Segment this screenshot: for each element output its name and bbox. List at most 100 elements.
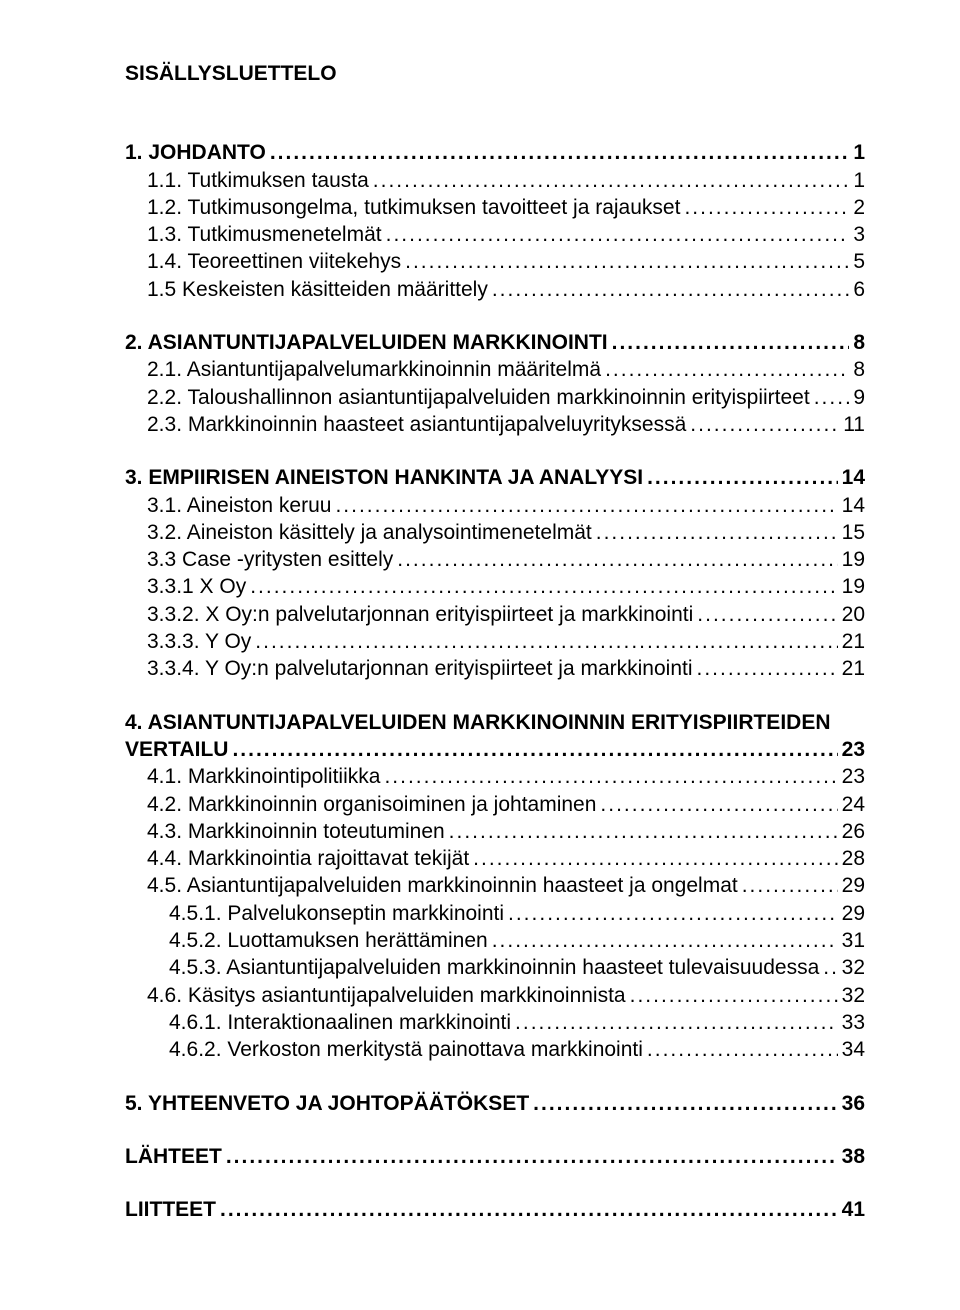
toc-page-number: 14 [842, 464, 865, 491]
toc-section-header: 5. YHTEENVETO JA JOHTOPÄÄTÖKSET.........… [125, 1090, 865, 1117]
toc-leader-dots: ........................................… [449, 818, 838, 845]
toc-label: 4.2. Markkinoinnin organisoiminen ja joh… [147, 791, 596, 818]
toc-label: 4.4. Markkinointia rajoittavat tekijät [147, 845, 469, 872]
toc-entry: 1.1. Tutkimuksen tausta.................… [125, 167, 865, 194]
toc-page-number: 6 [853, 276, 865, 303]
toc-label: 2. ASIANTUNTIJAPALVELUIDEN MARKKINOINTI [125, 329, 608, 356]
toc-page-number: 28 [842, 845, 865, 872]
toc-entry: 4.4. Markkinointia rajoittavat tekijät..… [125, 845, 865, 872]
toc-leader-dots: ........................................… [823, 954, 837, 981]
toc-leader-dots: ........................................… [473, 845, 837, 872]
toc-entry: 4.6.1. Interaktionaalinen markkinointi..… [125, 1009, 865, 1036]
toc-entry: 2.2. Taloushallinnon asiantuntijapalvelu… [125, 384, 865, 411]
toc-leader-dots: ........................................… [255, 628, 837, 655]
toc-label: 4.3. Markkinoinnin toteutuminen [147, 818, 445, 845]
toc-entry: 4.6.2. Verkoston merkitystä painottava m… [125, 1036, 865, 1063]
toc-label: 1. JOHDANTO [125, 139, 266, 166]
toc-label: 2.3. Markkinoinnin haasteet asiantuntija… [147, 411, 686, 438]
toc-section-header: LÄHTEET.................................… [125, 1143, 865, 1170]
toc-label: 3.1. Aineiston keruu [147, 492, 331, 519]
toc-label: 4.6.1. Interaktionaalinen markkinointi [169, 1009, 511, 1036]
toc-page-number: 14 [842, 492, 865, 519]
toc-page-number: 32 [842, 954, 865, 981]
toc-entry: 3.3.4. Y Oy:n palvelutarjonnan erityispi… [125, 655, 865, 682]
toc-entry: 3.1. Aineiston keruu....................… [125, 492, 865, 519]
toc-page-number: 21 [842, 628, 865, 655]
toc-entry: 4.5. Asiantuntijapalveluiden markkinoinn… [125, 872, 865, 899]
toc-entry: 4.1. Markkinointipolitiikka.............… [125, 763, 865, 790]
toc-section-header: LIITTEET................................… [125, 1196, 865, 1223]
toc-leader-dots: ........................................… [270, 139, 850, 166]
toc-entry: 2.1. Asiantuntijapalvelumarkkinoinnin mä… [125, 356, 865, 383]
toc-page-number: 9 [853, 384, 865, 411]
table-of-contents: 1. JOHDANTO.............................… [125, 139, 865, 1223]
toc-page-number: 31 [842, 927, 865, 954]
toc-label: 3.2. Aineiston käsittely ja analysointim… [147, 519, 592, 546]
toc-label: 4.6.2. Verkoston merkitystä painottava m… [169, 1036, 643, 1063]
toc-page-number: 33 [842, 1009, 865, 1036]
gap [125, 113, 865, 139]
toc-page-number: 8 [853, 356, 865, 383]
toc-leader-dots: ........................................… [335, 492, 837, 519]
toc-section-header: 1. JOHDANTO.............................… [125, 139, 865, 166]
toc-section-header-prefix: 4. ASIANTUNTIJAPALVELUIDEN MARKKINOINNIN… [125, 709, 865, 736]
section-gap [125, 303, 865, 329]
toc-page-number: 41 [842, 1196, 865, 1223]
toc-label: 4.6. Käsitys asiantuntijapalveluiden mar… [147, 982, 626, 1009]
toc-leader-dots: ........................................… [397, 546, 837, 573]
section-gap [125, 438, 865, 464]
toc-leader-dots: ........................................… [508, 900, 838, 927]
toc-page-number: 26 [842, 818, 865, 845]
toc-label: 4.1. Markkinointipolitiikka [147, 763, 380, 790]
toc-label: 3.3.1 X Oy [147, 573, 246, 600]
toc-leader-dots: ........................................… [515, 1009, 838, 1036]
toc-leader-dots: ........................................… [647, 464, 838, 491]
page-container: SISÄLLYSLUETTELO 1. JOHDANTO............… [0, 0, 960, 1310]
toc-page-number: 38 [842, 1143, 865, 1170]
toc-entry: 3.3.2. X Oy:n palvelutarjonnan erityispi… [125, 601, 865, 628]
toc-page-number: 19 [842, 546, 865, 573]
toc-label: 1.3. Tutkimusmenetelmät [147, 221, 382, 248]
toc-label: 3.3.2. X Oy:n palvelutarjonnan erityispi… [147, 601, 693, 628]
section-gap [125, 1170, 865, 1196]
toc-leader-dots: ........................................… [492, 927, 838, 954]
toc-page-number: 23 [842, 763, 865, 790]
toc-leader-dots: ........................................… [684, 194, 849, 221]
toc-entry: 4.5.1. Palvelukonseptin markkinointi....… [125, 900, 865, 927]
toc-page-number: 21 [842, 655, 865, 682]
toc-label: 4.5.3. Asiantuntijapalveluiden markkinoi… [169, 954, 819, 981]
toc-page-number: 24 [842, 791, 865, 818]
toc-leader-dots: ........................................… [647, 1036, 838, 1063]
toc-leader-dots: ........................................… [220, 1196, 838, 1223]
toc-entry: 3.3 Case -yritysten esittely............… [125, 546, 865, 573]
toc-section-header: VERTAILU................................… [125, 736, 865, 763]
toc-page-number: 8 [853, 329, 865, 356]
toc-label: 3.3.4. Y Oy:n palvelutarjonnan erityispi… [147, 655, 693, 682]
section-gap [125, 683, 865, 709]
toc-entry: 2.3. Markkinoinnin haasteet asiantuntija… [125, 411, 865, 438]
toc-entry: 1.2. Tutkimusongelma, tutkimuksen tavoit… [125, 194, 865, 221]
toc-entry: 3.3.3. Y Oy.............................… [125, 628, 865, 655]
toc-page-number: 36 [842, 1090, 865, 1117]
toc-leader-dots: ........................................… [814, 384, 850, 411]
toc-leader-dots: ........................................… [226, 1143, 838, 1170]
toc-entry: 1.5 Keskeisten käsitteiden määrittely...… [125, 276, 865, 303]
section-gap [125, 1117, 865, 1143]
toc-label: 3.3.3. Y Oy [147, 628, 251, 655]
toc-leader-dots: ........................................… [690, 411, 839, 438]
toc-label: 4.5. Asiantuntijapalveluiden markkinoinn… [147, 872, 738, 899]
toc-leader-dots: ........................................… [697, 601, 837, 628]
toc-leader-dots: ........................................… [697, 655, 838, 682]
toc-entry: 3.2. Aineiston käsittely ja analysointim… [125, 519, 865, 546]
toc-entry: 3.3.1 X Oy..............................… [125, 573, 865, 600]
toc-page-number: 32 [842, 982, 865, 1009]
toc-label: 2.2. Taloushallinnon asiantuntijapalvelu… [147, 384, 810, 411]
toc-leader-dots: ........................................… [405, 248, 849, 275]
toc-page-number: 11 [843, 411, 865, 438]
toc-label: 1.4. Teoreettinen viitekehys [147, 248, 401, 275]
toc-page-number: 20 [842, 601, 865, 628]
toc-page-number: 5 [853, 248, 865, 275]
toc-page-number: 2 [853, 194, 865, 221]
toc-leader-dots: ........................................… [533, 1090, 837, 1117]
toc-label: 4.5.1. Palvelukonseptin markkinointi [169, 900, 504, 927]
